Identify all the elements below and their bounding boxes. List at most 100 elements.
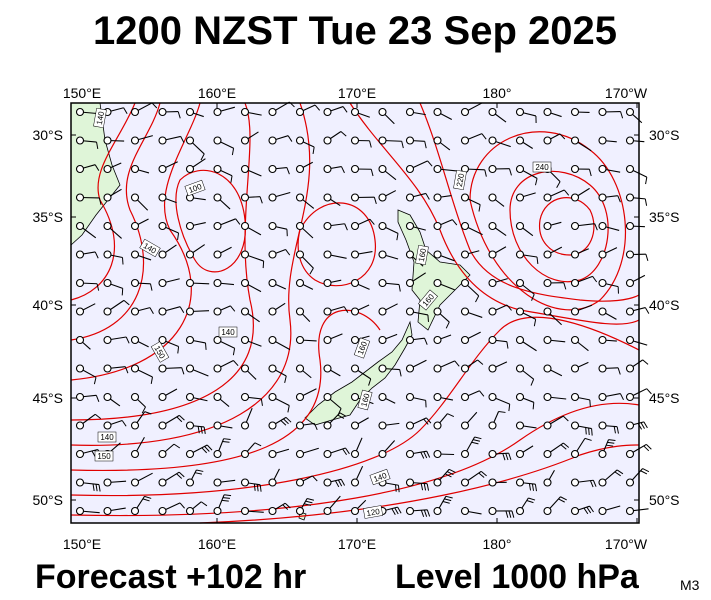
barb-station: [213, 193, 222, 202]
level-label: Level 1000 hPa: [395, 558, 640, 596]
barb-feather: [528, 483, 532, 491]
barb-feather: [563, 282, 567, 290]
barb-station: [75, 278, 85, 288]
barb-station: [158, 221, 167, 231]
barb-station: [378, 307, 387, 316]
barb-feather: [337, 414, 345, 419]
barb-station: [488, 107, 497, 117]
barb-station: [543, 335, 552, 345]
barb-station: [75, 250, 85, 259]
lon-label-bottom: 160°E: [198, 536, 236, 552]
barb-station: [598, 421, 607, 430]
barb-feather: [613, 426, 616, 434]
lon-label-bottom: 180°: [483, 536, 512, 552]
barb-station: [130, 335, 140, 345]
barb-feather: [477, 359, 484, 365]
barb-station: [158, 107, 167, 117]
barb-feather: [373, 197, 377, 205]
barb-station: [185, 278, 195, 288]
barb-station: [130, 193, 140, 202]
contour-label-box: [150, 341, 170, 363]
barb-feather: [423, 418, 429, 425]
barb-station: [295, 421, 305, 430]
barb-station: [378, 107, 387, 117]
barb-station: [240, 449, 250, 459]
contour: [175, 169, 246, 273]
contour: [469, 131, 627, 311]
barb-station: [295, 221, 305, 231]
barb-station: [295, 449, 305, 459]
barb-station: [405, 449, 415, 459]
contour-label-box: [532, 161, 552, 173]
barb-station: [268, 335, 277, 345]
barb-station: [268, 221, 277, 231]
barb-feather: [642, 359, 649, 365]
barb-feather: [280, 420, 287, 426]
barb-station: [405, 164, 415, 174]
barb-feather: [341, 166, 345, 174]
barb-feather: [221, 499, 229, 502]
barb-station: [405, 136, 415, 145]
barb-station: [213, 221, 222, 231]
barb-feather: [230, 175, 233, 183]
barb-station: [323, 449, 332, 459]
barb-station: [268, 506, 277, 516]
barb-station: [75, 335, 85, 345]
barb-feather: [396, 233, 399, 241]
barb-station: [543, 136, 552, 145]
barb-station: [543, 107, 552, 117]
barb-feather: [224, 494, 232, 497]
barb-feather: [125, 336, 130, 344]
barb-station: [185, 107, 195, 117]
barb-station: [158, 421, 167, 430]
contour: [70, 309, 381, 472]
barb-feather: [231, 148, 235, 156]
barb-station: [213, 307, 222, 316]
barb-station: [268, 421, 277, 430]
barb-station: [295, 335, 305, 345]
barb-station: [130, 364, 140, 373]
contour-label-text: 140: [100, 433, 114, 442]
barb-feather: [222, 440, 230, 443]
barb-station: [543, 307, 552, 316]
contour-label: 140: [93, 107, 107, 129]
barb-feather: [313, 423, 318, 431]
contour-label-box: [362, 505, 384, 519]
barb-feather: [498, 410, 506, 413]
barb-station: [515, 307, 525, 316]
barb-station: [75, 478, 85, 487]
barb-station: [570, 506, 580, 516]
barb-station: [158, 449, 167, 459]
barb-station: [488, 335, 497, 345]
barb-feather: [95, 395, 100, 403]
barb-feather: [144, 495, 152, 499]
barb-feather: [394, 507, 399, 515]
barb-station: [433, 421, 442, 430]
barb-feather: [259, 196, 263, 204]
barb-station: [158, 478, 167, 487]
barb-station: [268, 478, 277, 487]
contour-label: 140: [97, 431, 117, 443]
lat-label-left: 50°S: [32, 492, 63, 508]
barb-feather: [644, 307, 650, 314]
lon-label-bottom: 170°W: [605, 536, 648, 552]
barb-feather: [283, 418, 289, 425]
barb-station: [103, 478, 112, 487]
barb-station: [570, 278, 580, 288]
barb-station: [323, 278, 332, 288]
barb-feather: [398, 284, 401, 292]
barb-feather: [196, 469, 204, 472]
contour-label-box: [97, 431, 117, 443]
barb-feather: [532, 402, 535, 410]
barb-feather: [592, 276, 598, 283]
barb-feather: [426, 509, 431, 517]
contour-label-box: [93, 107, 107, 129]
barb-station: [405, 307, 415, 316]
contour-label: 160: [415, 244, 429, 266]
barb-station: [625, 478, 635, 487]
barb-station: [295, 164, 305, 174]
barb-station: [240, 278, 250, 288]
barb-station: [433, 392, 442, 402]
barb-feather: [528, 497, 536, 501]
barb-feather: [475, 295, 480, 303]
